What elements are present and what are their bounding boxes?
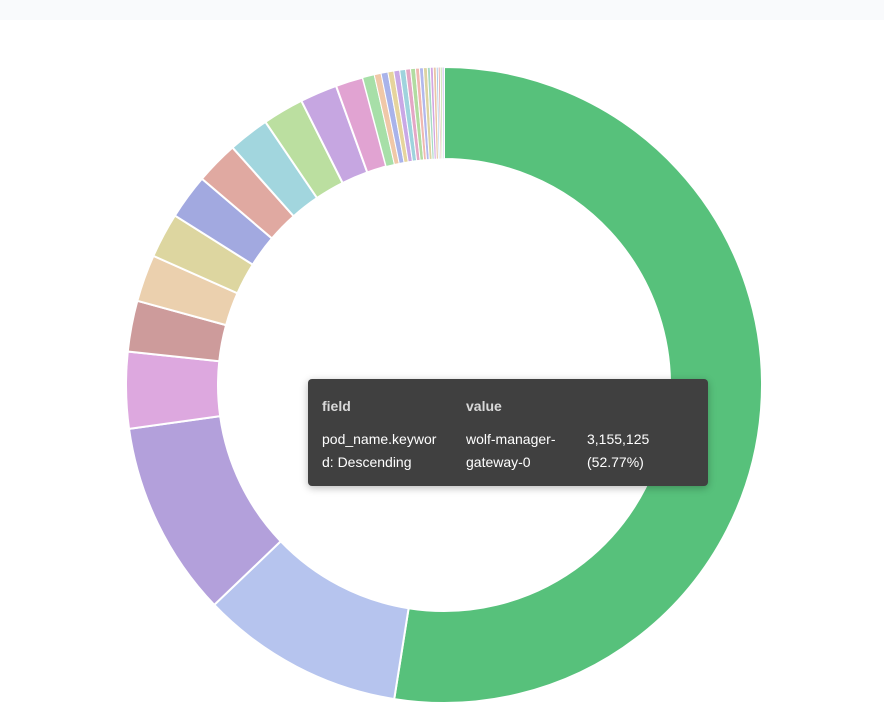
donut-slice-1[interactable] — [393, 65, 763, 704]
tooltip-count-text: 3,155,125 (52.77%) — [587, 431, 650, 470]
tooltip-header-value: value — [466, 398, 502, 414]
top-strip — [0, 0, 884, 20]
donut-slice-4[interactable] — [125, 350, 222, 430]
tooltip-value-text: wolf-manager- gateway-0 — [466, 431, 556, 470]
chart-tooltip: field value pod_name.keywor d: Descendin… — [308, 379, 708, 486]
donut-slice-31[interactable] — [441, 66, 445, 160]
tooltip-field-text: pod_name.keywor d: Descending — [322, 431, 437, 470]
donut-slices — [125, 65, 763, 704]
tooltip-header-field: field — [322, 398, 351, 414]
